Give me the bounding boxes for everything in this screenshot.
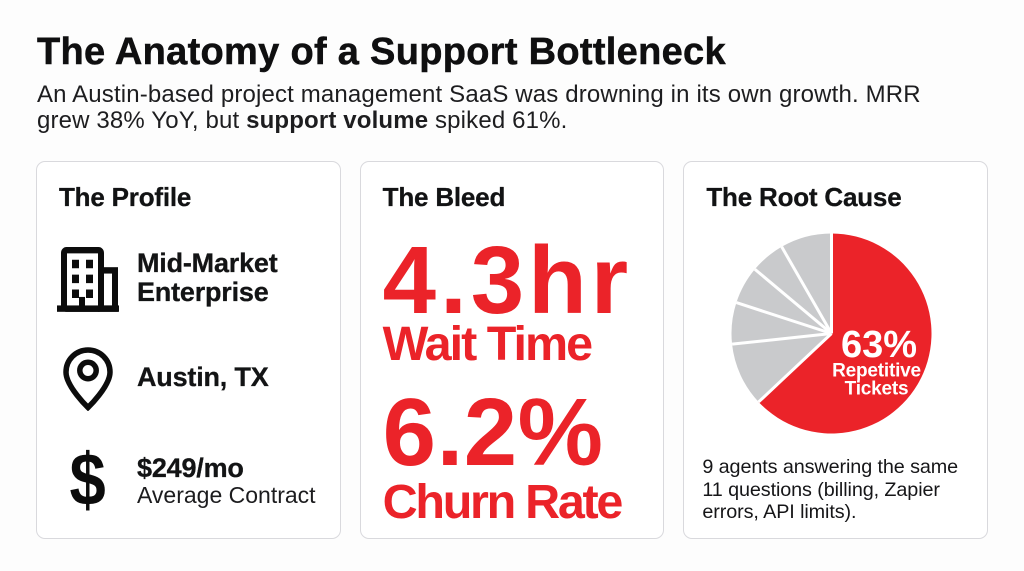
bleed-card: The Bleed 4.3hr Wait Time 6.2% Churn Rat… <box>359 161 665 539</box>
profile-contract-sub: Average Contract <box>137 481 316 508</box>
note-line3: errors, API limits). <box>702 501 857 523</box>
churn-rate-label: Churn Rate <box>382 475 624 529</box>
profile-contract-line1: $249/mo <box>137 452 244 483</box>
note-line2: 11 questions (billing, Zapier <box>702 478 940 501</box>
pie-chart: 63% Repetitive Tickets <box>721 223 942 444</box>
pie-slice <box>782 233 832 334</box>
pie-divider <box>736 301 833 335</box>
building-icon <box>57 242 119 315</box>
profile-row-company: Mid-Market Enterprise <box>57 245 278 312</box>
profile-company-text: Mid-Market Enterprise <box>137 248 278 307</box>
dollar-glyph: $ <box>69 438 107 521</box>
pie-divider <box>732 332 833 346</box>
subtitle-line2-post: spiked 61%. <box>428 107 568 134</box>
pie-caption-line: Tickets <box>845 379 909 400</box>
dollar-sign-icon: $ <box>57 438 119 521</box>
profile-company-line2: Enterprise <box>137 277 269 307</box>
pie-caption-line: Repetitive <box>832 361 921 382</box>
location-pin-icon <box>57 343 119 411</box>
subtitle-line2-pre: grew 38% YoY, but <box>37 107 247 134</box>
profile-row-location: Austin, TX <box>57 343 269 411</box>
profile-contract-text: $249/mo Average Contract <box>137 452 316 508</box>
wait-time-value: 4.3hr <box>382 227 633 334</box>
pie-slice <box>736 269 832 334</box>
pie-percent-label: 63% <box>841 324 917 366</box>
page-subtitle: An Austin-based project management SaaS … <box>37 82 921 134</box>
pie-divider <box>780 246 834 335</box>
pie-divider <box>754 268 833 335</box>
root-cause-card-header: The Root Cause <box>706 181 902 212</box>
root-cause-note: 9 agents answering the same 11 questions… <box>702 456 958 524</box>
profile-row-contract: $ $249/mo Average Contract <box>57 438 316 521</box>
profile-location-text: Austin, TX <box>137 361 269 392</box>
cards-row: The Profile <box>36 161 989 539</box>
subtitle-line2-bold: support volume <box>246 107 429 134</box>
churn-rate-value: 6.2% <box>382 379 604 486</box>
profile-card-header: The Profile <box>59 181 192 212</box>
pie-slice <box>731 302 832 345</box>
note-line1: 9 agents answering the same <box>702 456 959 478</box>
pie-divider <box>757 332 833 404</box>
profile-company-line1: Mid-Market <box>137 248 278 278</box>
pie-slice <box>732 333 832 402</box>
profile-card: The Profile <box>36 161 341 539</box>
pie-slice <box>758 233 932 434</box>
bleed-card-header: The Bleed <box>382 181 506 212</box>
root-cause-card: The Root Cause 63% Repetitive Tickets 9 ag… <box>683 161 989 539</box>
profile-location-line1: Austin, TX <box>137 361 269 392</box>
pie-slice <box>755 246 832 334</box>
subtitle-line1: An Austin-based project management SaaS … <box>37 81 921 108</box>
page-title: The Anatomy of a Support Bottleneck <box>37 30 726 73</box>
wait-time-label: Wait Time <box>382 317 593 371</box>
